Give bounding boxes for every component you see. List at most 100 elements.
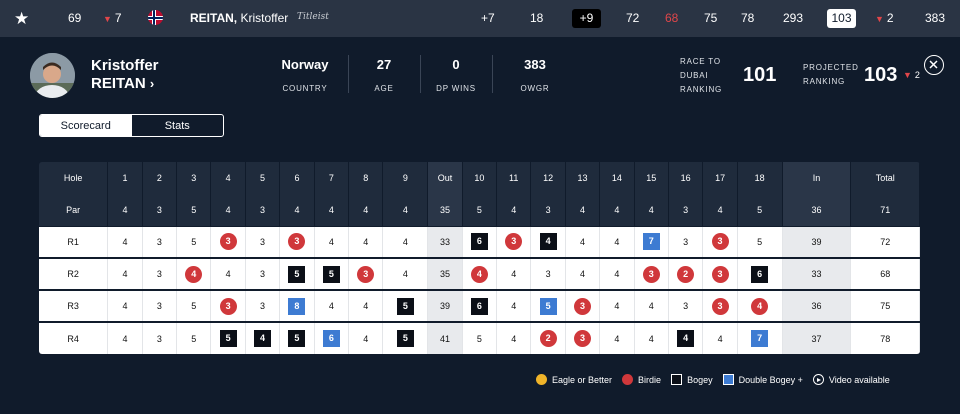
score-cell: 3 <box>564 322 600 354</box>
score-cell: 3 <box>279 226 315 258</box>
score-cell: 6 <box>736 258 783 290</box>
score-cell: 5 <box>210 322 246 354</box>
score-cell: 4 <box>107 258 143 290</box>
score-cell: 6 <box>461 290 497 322</box>
score-cell: 3 <box>244 226 280 258</box>
score-cell: 3 <box>210 226 246 258</box>
score-cell: 3 <box>702 258 738 290</box>
leaderboard-row-bar[interactable]: ★ 69 ▼ 7 REITAN, Kristoffer Titleist +7 1… <box>0 0 960 37</box>
score-cell: 4 <box>107 290 143 322</box>
hole-number: 12 <box>530 162 566 194</box>
bogey-score-marker: 6 <box>470 297 488 315</box>
birdie-score-marker: 4 <box>185 265 203 283</box>
score-cell: 4 <box>348 290 383 322</box>
hole-par: 36 <box>781 194 851 226</box>
hole-par: 4 <box>210 194 246 226</box>
view-tabs: Scorecard Stats <box>39 114 224 137</box>
hole-par: 4 <box>279 194 315 226</box>
owgr-value: 383 <box>925 11 946 25</box>
score-cell: 6 <box>461 226 497 258</box>
divider <box>420 55 421 93</box>
down-arrow-icon: ▼ <box>103 14 112 24</box>
hole-par: 4 <box>496 194 531 226</box>
hole-number: 4 <box>210 162 246 194</box>
score-cell: 5 <box>382 322 428 354</box>
rank-badge: 103 <box>827 9 856 28</box>
score-cell: 4 <box>496 290 531 322</box>
score-cell: 35 <box>427 258 463 290</box>
legend-double-bogey: Double Bogey + <box>722 374 803 385</box>
score-cell: 68 <box>850 258 920 290</box>
hole-number: 10 <box>461 162 497 194</box>
score-cell: 4 <box>244 322 280 354</box>
score-cell: 3 <box>633 258 669 290</box>
score-cell: 5 <box>176 322 211 354</box>
hole-number: 6 <box>279 162 315 194</box>
bogey-score-marker: 6 <box>470 233 488 251</box>
double-score-marker: 7 <box>751 330 769 347</box>
score-cell: 4 <box>382 258 428 290</box>
score-cell: 37 <box>781 322 851 354</box>
eagle-marker-icon <box>536 374 547 385</box>
birdie-marker-icon <box>622 374 634 385</box>
hole-number: 7 <box>313 162 349 194</box>
birdie-score-marker: 3 <box>711 297 729 315</box>
star-icon[interactable]: ★ <box>14 9 30 28</box>
hole-par: 4 <box>313 194 349 226</box>
hole-par: 3 <box>141 194 177 226</box>
score-cell: 7 <box>633 226 669 258</box>
double-score-marker: 7 <box>642 233 660 251</box>
legend-bogey: Bogey <box>671 374 713 385</box>
double-score-marker: 5 <box>539 297 557 315</box>
bogey-marker-icon <box>671 374 683 385</box>
total-to-par-badge: +9 <box>572 9 601 28</box>
tab-scorecard[interactable]: Scorecard <box>40 115 132 136</box>
score-cell: 5 <box>176 290 211 322</box>
hole-number: 11 <box>496 162 531 194</box>
tab-stats[interactable]: Stats <box>164 119 190 132</box>
close-icon[interactable] <box>924 55 944 75</box>
hole-par: 4 <box>382 194 428 226</box>
score-cell: 36 <box>781 290 851 322</box>
score-cell: 5 <box>279 258 315 290</box>
round-label: R3 <box>39 290 108 322</box>
hole-par: 4 <box>633 194 669 226</box>
hole-par: 3 <box>244 194 280 226</box>
divider <box>492 55 493 93</box>
score-cell: 2 <box>667 258 703 290</box>
score-cell: 4 <box>599 322 635 354</box>
score-cell: 39 <box>781 226 851 258</box>
score-cell: 3 <box>496 226 531 258</box>
stat-dp-wins: 0 DP WINS <box>436 57 476 93</box>
birdie-score-marker: 4 <box>470 265 488 283</box>
legend-birdie: Birdie <box>622 374 661 385</box>
hole-number: Total <box>850 162 920 194</box>
player-last-name: REITAN <box>91 75 146 92</box>
score-cell: 33 <box>427 226 463 258</box>
bogey-score-marker: 5 <box>322 265 340 283</box>
hole-number: 18 <box>736 162 783 194</box>
score-cell: 3 <box>564 290 600 322</box>
score-cell: 5 <box>461 322 497 354</box>
player-name-link[interactable]: Kristoffer REITAN › <box>91 57 159 93</box>
score-cell: 4 <box>382 226 428 258</box>
score-cell: 41 <box>427 322 463 354</box>
hole-par: 4 <box>107 194 143 226</box>
race-to-dubai-label: RACE TO DUBAI RANKING <box>680 57 723 94</box>
stat-owgr: 383 OWGR <box>520 57 550 93</box>
score-cell: 5 <box>279 322 315 354</box>
hole-par: 35 <box>427 194 463 226</box>
birdie-score-marker: 3 <box>574 330 591 347</box>
round-4-score: 78 <box>741 11 755 25</box>
score-cell: 3 <box>244 258 280 290</box>
round-label: R2 <box>39 258 108 290</box>
hole-par: 3 <box>667 194 703 226</box>
avatar <box>30 53 75 98</box>
score-cell: 3 <box>667 226 703 258</box>
score-cell: 5 <box>176 226 211 258</box>
bogey-score-marker: 5 <box>288 330 306 347</box>
score-cell: 4 <box>599 226 635 258</box>
player-name[interactable]: REITAN, Kristoffer <box>190 11 289 25</box>
